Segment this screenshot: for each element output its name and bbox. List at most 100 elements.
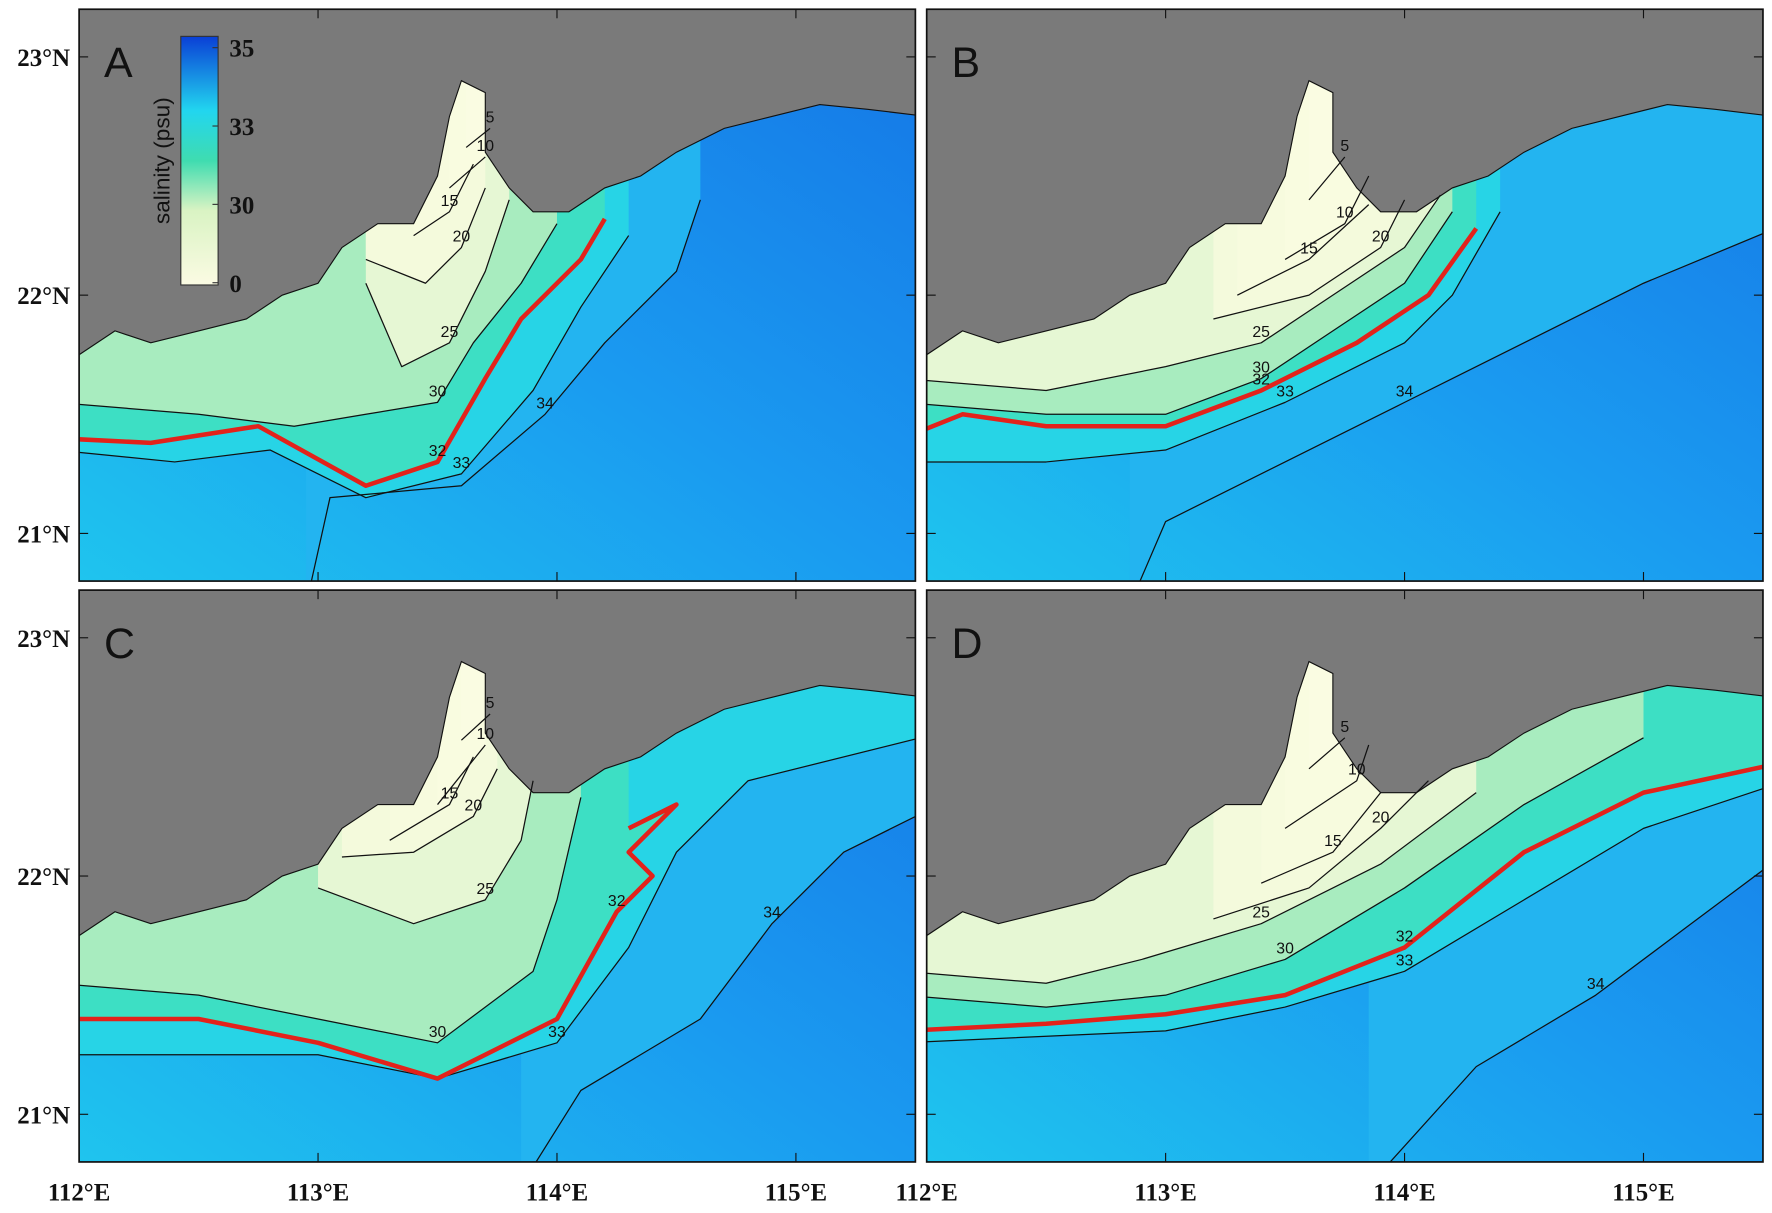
contour-label: 5 bbox=[486, 109, 495, 126]
contour-label: 10 bbox=[477, 726, 495, 743]
contour-line bbox=[413, 163, 474, 237]
contour-line bbox=[317, 780, 534, 925]
contour-label: 32 bbox=[429, 443, 447, 460]
contour-label: 33 bbox=[453, 455, 471, 472]
contour-line bbox=[926, 227, 1479, 432]
contour-label: 15 bbox=[1324, 833, 1342, 850]
contour-line bbox=[79, 802, 679, 1081]
contour-line bbox=[79, 223, 558, 427]
contour-line bbox=[79, 738, 916, 1080]
contour-line bbox=[1260, 792, 1382, 884]
contour-line bbox=[79, 217, 607, 489]
contour-line bbox=[926, 194, 1441, 392]
x-tick-label: 114°E bbox=[1373, 1179, 1435, 1206]
contour-line bbox=[465, 127, 491, 148]
contour-label: 10 bbox=[1336, 205, 1354, 222]
panel-label: A bbox=[104, 39, 133, 87]
land bbox=[79, 9, 916, 356]
contour-line bbox=[1237, 204, 1370, 296]
map-panel: 34 33 32 30 25 20 15 10 5 A 21°N 22°N 23°N bbox=[17, 8, 917, 582]
contour-line bbox=[926, 788, 1763, 1043]
contour-label: 33 bbox=[1276, 383, 1294, 400]
contour-label: 33 bbox=[548, 1024, 566, 1041]
colorbar-title: salinity (psu) bbox=[150, 97, 175, 224]
panel-label: D bbox=[952, 620, 983, 668]
contour-line bbox=[449, 156, 486, 189]
contour-line bbox=[389, 756, 474, 841]
x-tick-label: 112°E bbox=[895, 1179, 957, 1206]
contour-line bbox=[365, 199, 510, 368]
contour-line bbox=[310, 199, 701, 582]
contour-label: 34 bbox=[1587, 976, 1605, 993]
contour-label: 25 bbox=[477, 881, 495, 898]
colorbar-tick-label: 35 bbox=[229, 36, 254, 63]
contour-label: 20 bbox=[1372, 809, 1390, 826]
panel-label: C bbox=[104, 620, 135, 668]
contour-label: 5 bbox=[486, 695, 495, 712]
colorbar-scale bbox=[180, 35, 219, 286]
contour-label: 10 bbox=[477, 138, 495, 155]
land bbox=[79, 590, 916, 937]
x-tick-label: 115°E bbox=[1612, 1179, 1674, 1206]
x-tick-label: 113°E bbox=[1134, 1179, 1196, 1206]
map-panel: 34 33 32 30 25 20 15 10 5 D 112°E 113°E 114°E 115°E bbox=[895, 589, 1764, 1206]
contour-line bbox=[1213, 199, 1406, 320]
x-tick-label: 112°E bbox=[48, 1179, 110, 1206]
colorbar-tick-label: 0 bbox=[229, 271, 241, 298]
contour-line bbox=[79, 797, 582, 1044]
contour-line bbox=[1308, 737, 1346, 770]
contour-line bbox=[1284, 744, 1370, 829]
land bbox=[926, 590, 1763, 937]
contour-label: 34 bbox=[536, 395, 554, 412]
contour-line bbox=[79, 235, 630, 499]
contour-label: 10 bbox=[1348, 762, 1366, 779]
panel-content: 34 33 32 30 25 20 15 10 5 bbox=[79, 590, 916, 1162]
contour-label: 33 bbox=[1396, 952, 1414, 969]
contour-label: 34 bbox=[763, 905, 781, 922]
contour-line bbox=[926, 792, 1477, 984]
contour-label: 15 bbox=[1300, 240, 1318, 257]
panel-content: 34 33 32 30 25 20 15 10 5 bbox=[79, 9, 916, 582]
contour-label: 32 bbox=[608, 893, 626, 910]
contour-label: 25 bbox=[1252, 324, 1270, 341]
x-tick-label: 114°E bbox=[526, 1179, 588, 1206]
contour-line bbox=[341, 768, 498, 858]
contour-line bbox=[1308, 156, 1346, 201]
colorbar-tick-label: 33 bbox=[229, 114, 254, 141]
y-tick-label: 21°N bbox=[17, 521, 70, 548]
contour-label: 25 bbox=[441, 324, 459, 341]
panel-label: B bbox=[952, 39, 981, 87]
contour-line bbox=[1389, 869, 1763, 1162]
contour-label: 30 bbox=[1252, 360, 1270, 377]
contour-label: 30 bbox=[1276, 940, 1294, 957]
y-tick-label: 23°N bbox=[17, 626, 70, 653]
contour-label: 32 bbox=[1396, 929, 1414, 946]
y-tick-label: 22°N bbox=[17, 864, 70, 891]
contour-label: 30 bbox=[429, 1024, 447, 1041]
contour-label: 15 bbox=[441, 786, 459, 803]
contour-label: 30 bbox=[429, 383, 447, 400]
y-tick-label: 21°N bbox=[17, 1102, 70, 1129]
contour-label: 20 bbox=[465, 797, 483, 814]
contour-line bbox=[365, 187, 486, 284]
contour-line bbox=[1213, 780, 1429, 920]
contour-label: 25 bbox=[1252, 905, 1270, 922]
contour-line bbox=[926, 211, 1501, 463]
contour-line bbox=[437, 744, 486, 805]
colorbar: 0 30 33 35 salinity (psu) bbox=[150, 36, 255, 298]
contour-line bbox=[926, 764, 1763, 1032]
x-tick-label: 113°E bbox=[287, 1179, 349, 1206]
contour-label: 15 bbox=[441, 193, 459, 210]
contour-line bbox=[926, 737, 1644, 1008]
contour-label: 20 bbox=[453, 229, 471, 246]
contour-label: 5 bbox=[1340, 138, 1349, 155]
contour-label: 20 bbox=[1372, 229, 1390, 246]
y-tick-label: 23°N bbox=[17, 45, 70, 72]
contour-line bbox=[535, 815, 916, 1162]
contour-line bbox=[1284, 175, 1370, 260]
x-tick-label: 115°E bbox=[765, 1179, 827, 1206]
